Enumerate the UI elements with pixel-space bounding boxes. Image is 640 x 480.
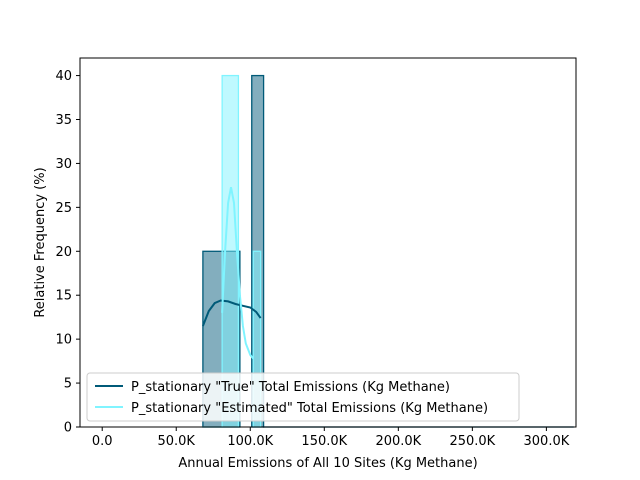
y-tick-label: 25 (55, 201, 72, 216)
y-ticks: 0 5 10 15 20 25 30 35 40 (55, 69, 80, 436)
x-tick-label: 50.0K (157, 434, 195, 449)
plot-frame (79, 57, 577, 428)
legend-label-true: P_stationary "True" Total Emissions (Kg … (131, 380, 450, 395)
x-tick-label: 200.0K (375, 434, 421, 449)
legend: P_stationary "True" Total Emissions (Kg … (86, 372, 520, 422)
legend-label-estimated: P_stationary "Estimated" Total Emissions… (131, 401, 488, 416)
y-tick-label: 30 (55, 157, 72, 172)
y-tick-label: 0 (64, 421, 72, 436)
y-tick-label: 35 (55, 113, 72, 128)
x-tick-label: 150.0K (301, 434, 347, 449)
y-tick-label: 20 (55, 245, 72, 260)
x-tick-label: 300.0K (524, 434, 570, 449)
x-tick-label: 250.0K (449, 434, 495, 449)
y-tick-label: 15 (55, 289, 72, 304)
x-tick-label: 0.0 (92, 434, 113, 449)
kde-line-true (201, 299, 262, 327)
x-axis-label: Annual Emissions of All 10 Sites (Kg Met… (178, 456, 477, 471)
x-ticks: 0.0 50.0K 100.0K 150.0K 200.0K 250.0K 300.0K (92, 427, 570, 449)
y-tick-label: 10 (55, 333, 72, 348)
x-tick-label: 100.0K (227, 434, 273, 449)
y-tick-label: 5 (64, 377, 72, 392)
y-tick-label: 40 (55, 69, 72, 84)
kde-line-estimated (221, 187, 254, 360)
kde-layer (201, 187, 262, 360)
y-axis-label: Relative Frequency (%) (33, 167, 48, 317)
legend-box (86, 372, 520, 422)
